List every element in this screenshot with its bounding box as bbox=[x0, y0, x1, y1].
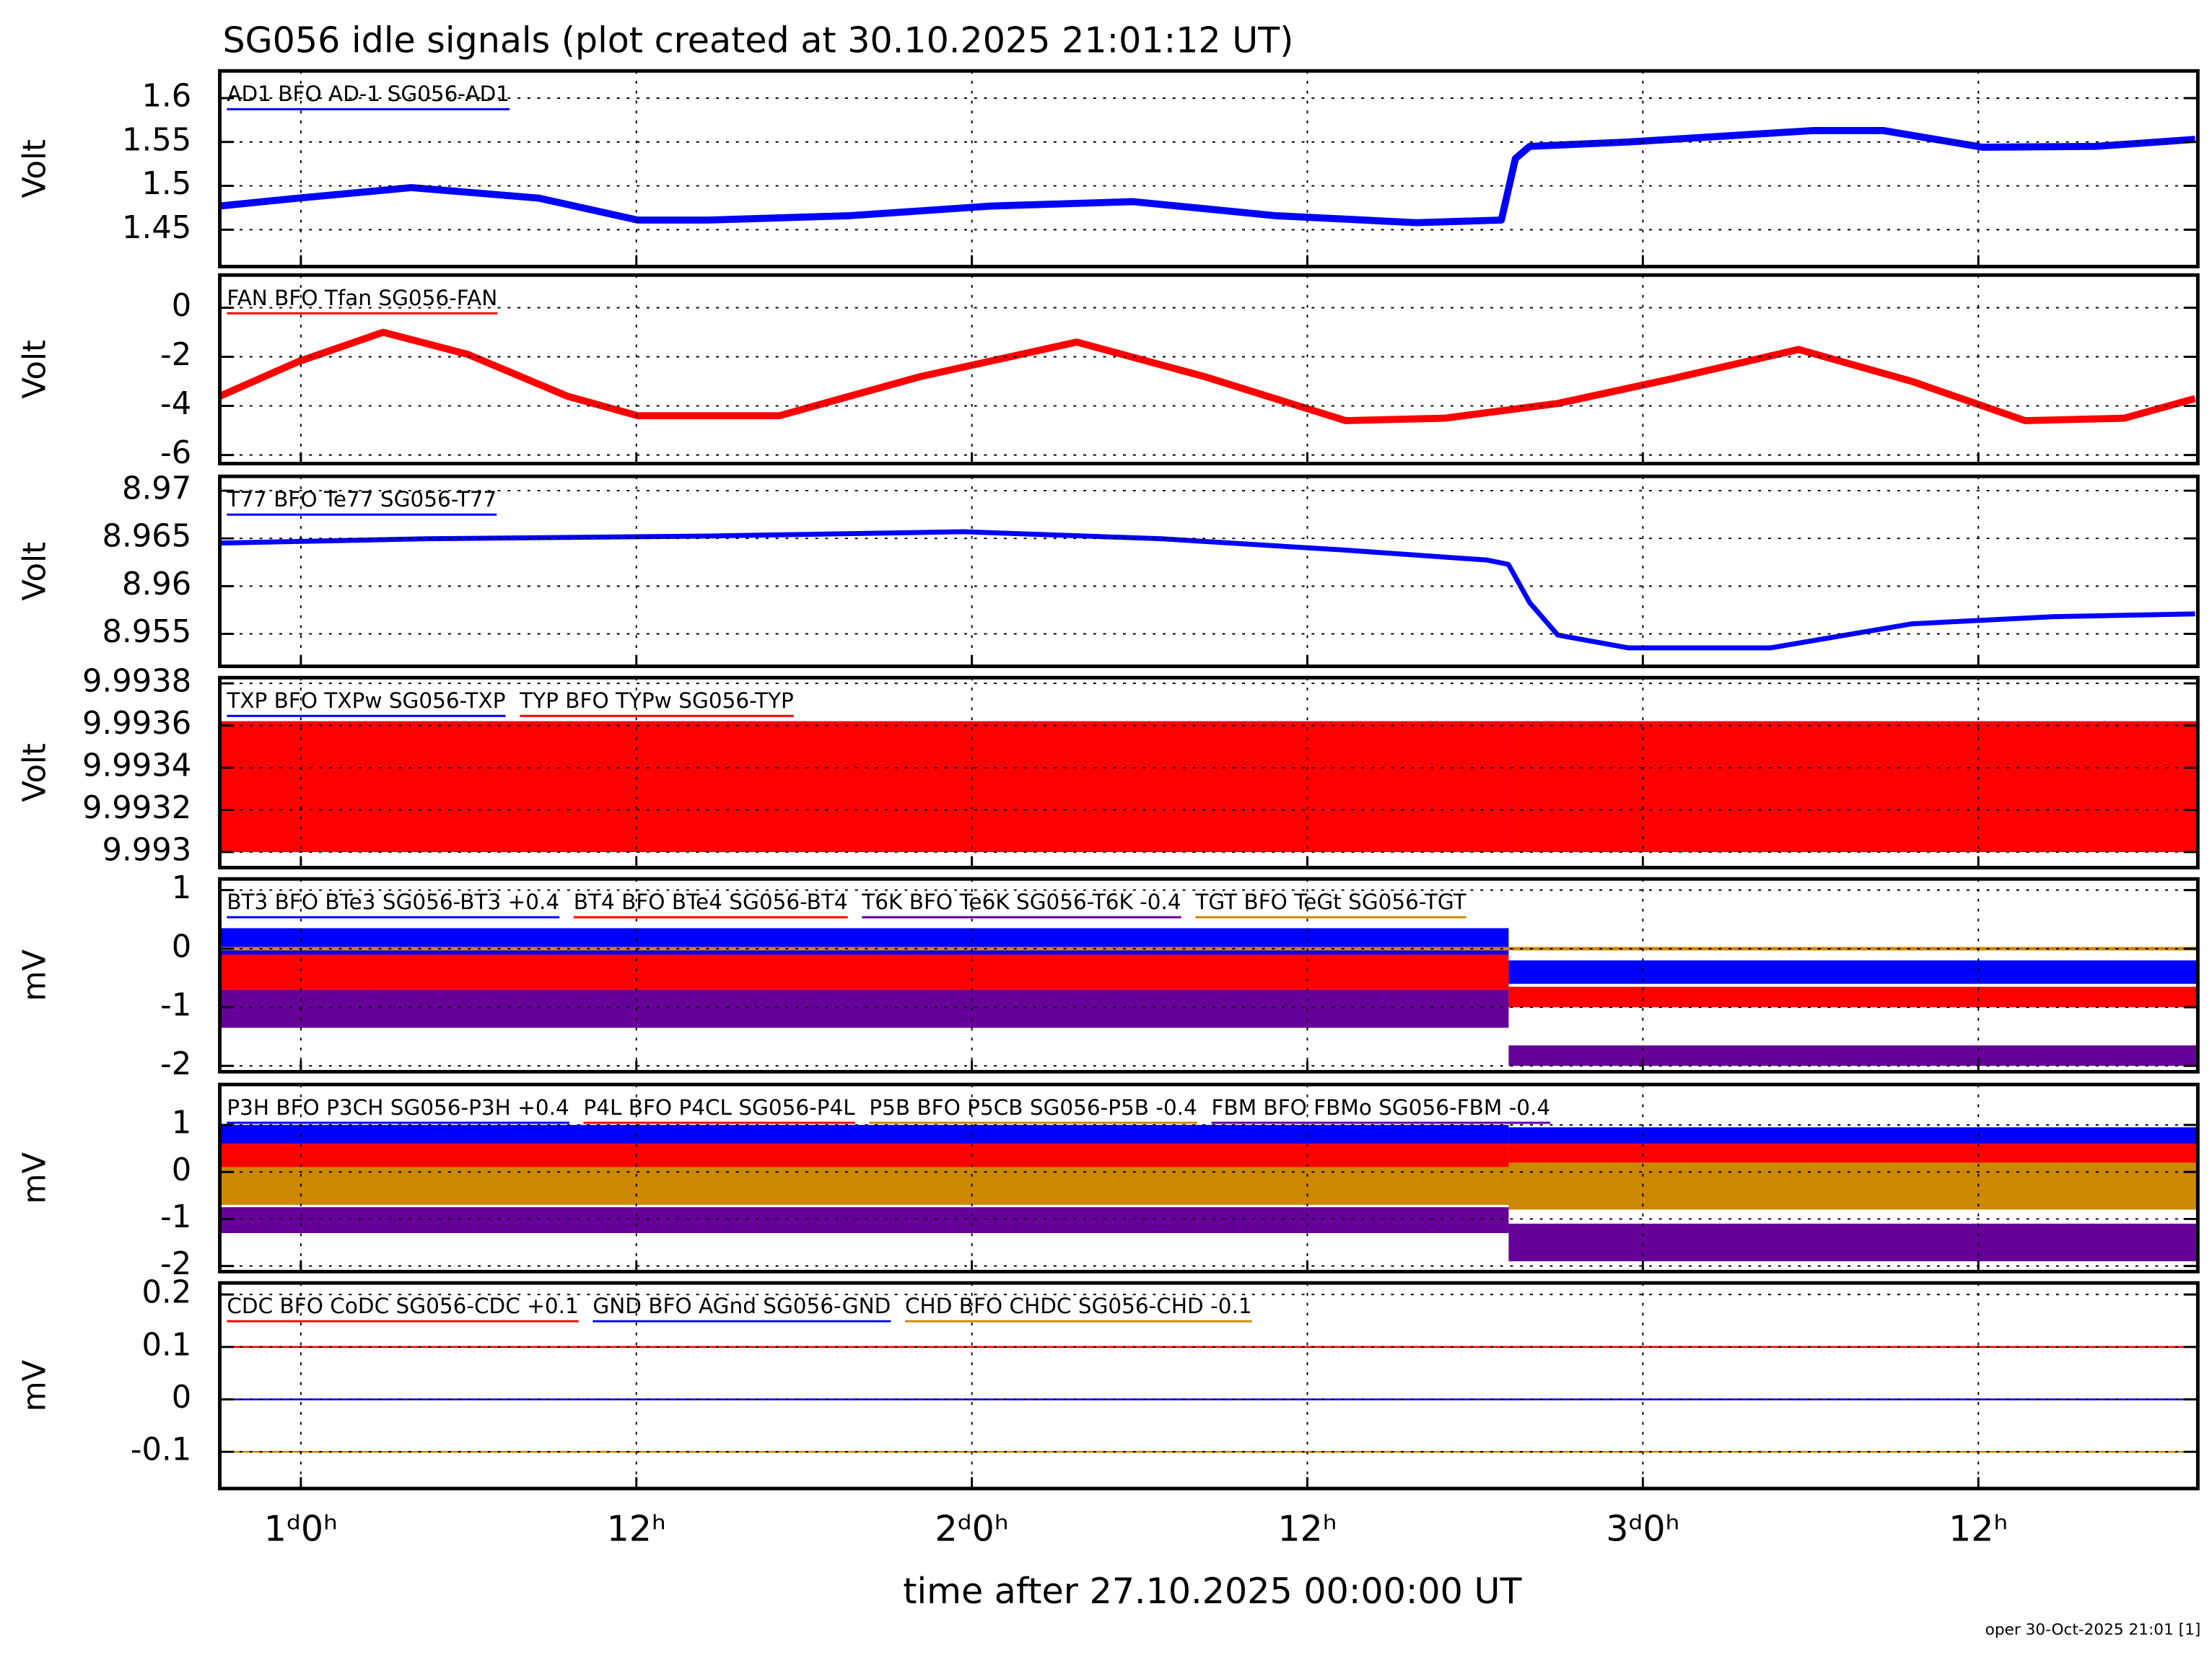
band bbox=[219, 721, 1509, 852]
y-tick-label: 8.965 bbox=[102, 519, 192, 555]
y-tick-label: 8.96 bbox=[122, 566, 191, 602]
band bbox=[1508, 1045, 2198, 1066]
legend-label: CHD BFO CHDC SG056-CHD -0.1 bbox=[905, 1294, 1252, 1318]
footer: oper 30-Oct-2025 21:01 [1] bbox=[1985, 1621, 2201, 1639]
y-tick-label: 0 bbox=[172, 288, 192, 324]
y-tick-label: 0.1 bbox=[142, 1327, 192, 1363]
y-tick-label: -4 bbox=[160, 386, 191, 422]
line bbox=[219, 328, 2196, 424]
band bbox=[219, 947, 1509, 951]
x-tick-label: 12ʰ bbox=[1949, 1507, 2008, 1549]
band bbox=[219, 989, 1509, 1028]
panel bbox=[219, 721, 2198, 852]
y-tick-label: -2 bbox=[160, 337, 191, 373]
y-axis-label: Volt bbox=[17, 542, 53, 601]
x-tick-label: 12ʰ bbox=[607, 1507, 666, 1549]
x-tick-label: 3ᵈ0ʰ bbox=[1606, 1507, 1679, 1549]
legend-label: FBM BFO FBMo SG056-FBM -0.4 bbox=[1212, 1095, 1551, 1120]
y-axis-label: mV bbox=[17, 1359, 53, 1411]
x-tick-label: 2ᵈ0ʰ bbox=[935, 1507, 1009, 1549]
legend-label: T77 BFO Te77 SG056-T77 bbox=[226, 487, 497, 512]
line bbox=[219, 127, 2195, 227]
y-tick-label: -2 bbox=[160, 1246, 191, 1282]
panel bbox=[219, 127, 2195, 227]
line bbox=[219, 529, 2195, 651]
y-axis-label: Volt bbox=[17, 340, 53, 399]
legend-label: FAN BFO Tfan SG056-FAN bbox=[227, 286, 497, 310]
panel-frame bbox=[218, 1082, 2200, 1273]
legend-label: TYP BFO TYPw SG056-TYP bbox=[519, 688, 794, 713]
band bbox=[219, 1207, 1509, 1233]
y-tick-label: 9.9938 bbox=[82, 664, 191, 700]
panel bbox=[219, 529, 2195, 651]
y-tick-label: 8.955 bbox=[102, 614, 192, 650]
panel-frame bbox=[218, 273, 2200, 465]
y-axis-label: mV bbox=[17, 950, 53, 1001]
y-tick-label: -1 bbox=[160, 1199, 191, 1235]
legend-label: P4L BFO P4CL SG056-P4L bbox=[583, 1095, 855, 1120]
band bbox=[1508, 1162, 2198, 1210]
x-tick-label: 12ʰ bbox=[1277, 1507, 1337, 1549]
y-tick-label: 1.6 bbox=[142, 78, 192, 114]
y-tick-label: 1.55 bbox=[122, 122, 191, 158]
panel-frame bbox=[218, 675, 2200, 869]
legend-label: T6K BFO Te6K SG056-T6K -0.4 bbox=[861, 890, 1181, 914]
y-tick-label: 9.9932 bbox=[82, 790, 191, 826]
band bbox=[219, 1167, 1509, 1205]
x-axis-label: time after 27.10.2025 00:00:00 UT bbox=[903, 1570, 1522, 1612]
panel-frame bbox=[218, 1281, 2200, 1491]
band bbox=[1508, 721, 2198, 852]
band bbox=[1508, 1127, 2198, 1144]
legend-label: BT3 BFO BTe3 SG056-BT3 +0.4 bbox=[227, 890, 559, 914]
y-axis-label: Volt bbox=[17, 139, 53, 198]
legend-label: P5B BFO P5CB SG056-P5B -0.4 bbox=[869, 1095, 1197, 1120]
y-axis-label: mV bbox=[17, 1152, 53, 1203]
legend-label: TXP BFO TXPw SG056-TXP bbox=[226, 688, 505, 713]
legend-label: GND BFO AGnd SG056-GND bbox=[593, 1294, 891, 1318]
panel bbox=[219, 328, 2196, 424]
y-tick-label: 9.9936 bbox=[82, 706, 191, 742]
band bbox=[1508, 947, 2198, 951]
y-tick-label: 1 bbox=[172, 1105, 192, 1141]
legend-label: BT4 BFO BTe4 SG056-BT4 bbox=[574, 890, 848, 914]
band bbox=[219, 954, 1509, 990]
y-tick-label: 0 bbox=[172, 929, 192, 965]
legend-label: TGT BFO TeGt SG056-TGT bbox=[1194, 890, 1466, 914]
y-tick-label: 1 bbox=[172, 870, 192, 906]
y-tick-label: 1.45 bbox=[122, 210, 191, 246]
y-tick-label: 0 bbox=[172, 1152, 192, 1188]
y-tick-label: 1.5 bbox=[142, 166, 192, 202]
legend-label: P3H BFO P3CH SG056-P3H +0.4 bbox=[227, 1095, 569, 1120]
band bbox=[219, 1144, 1509, 1167]
band bbox=[1508, 960, 2198, 984]
y-tick-label: -1 bbox=[160, 988, 191, 1024]
panel-frame bbox=[218, 69, 2200, 268]
x-tick-label: 1ᵈ0ʰ bbox=[264, 1507, 338, 1549]
legend-label: CDC BFO CoDC SG056-CDC +0.1 bbox=[227, 1294, 578, 1318]
y-tick-label: 9.993 bbox=[102, 832, 192, 868]
band bbox=[219, 1125, 1509, 1144]
panel-frame bbox=[218, 877, 2200, 1074]
legend-label: AD1 BFO AD-1 SG056-AD1 bbox=[227, 82, 510, 106]
y-tick-label: -0.1 bbox=[131, 1432, 191, 1468]
band bbox=[1508, 1223, 2198, 1262]
title: SG056 idle signals (plot created at 30.1… bbox=[222, 19, 1293, 61]
band bbox=[1508, 986, 2198, 1008]
y-tick-label: 0 bbox=[172, 1380, 192, 1416]
y-tick-label: -2 bbox=[160, 1046, 191, 1082]
y-axis-label: Volt bbox=[17, 743, 53, 802]
y-tick-label: 9.9934 bbox=[82, 747, 191, 784]
panel bbox=[219, 928, 2198, 1066]
y-tick-label: 8.97 bbox=[122, 471, 191, 507]
y-tick-label: -6 bbox=[160, 435, 191, 471]
panel bbox=[219, 1125, 2198, 1262]
panel-frame bbox=[218, 474, 2200, 668]
y-tick-label: 0.2 bbox=[142, 1275, 192, 1311]
